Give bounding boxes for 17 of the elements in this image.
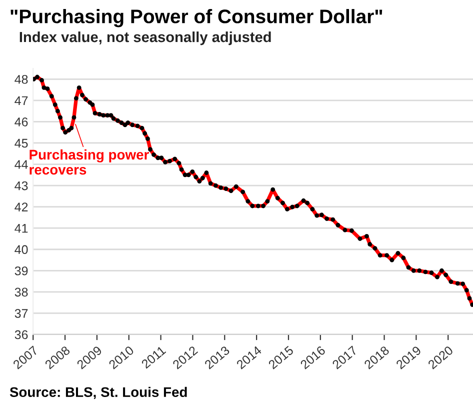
- annotation: Purchasing power recovers: [30, 149, 149, 175]
- y-tick-label: 38: [14, 288, 28, 297]
- y-tick-label: 41: [14, 224, 28, 233]
- y-tick-label: 44: [14, 160, 28, 169]
- y-tick-label: 43: [14, 181, 28, 190]
- source-note: Source: BLS, St. Louis Fed: [10, 386, 187, 400]
- y-tick-label: 46: [14, 118, 28, 126]
- y-tick-label: 42: [14, 202, 28, 212]
- y-tick-label: 47: [14, 96, 28, 105]
- chart-title: "Purchasing Power of Consumer Dollar": [10, 9, 382, 28]
- y-tick-label: 40: [14, 245, 28, 254]
- chart-subtitle: Index value, not seasonally adjusted: [20, 31, 271, 46]
- y-tick-label: 45: [14, 138, 28, 148]
- y-tick-label: 37: [14, 309, 28, 318]
- y-tick-label: 48: [14, 74, 28, 84]
- y-tick-label: 39: [14, 266, 28, 276]
- y-tick-label: 36: [14, 330, 28, 340]
